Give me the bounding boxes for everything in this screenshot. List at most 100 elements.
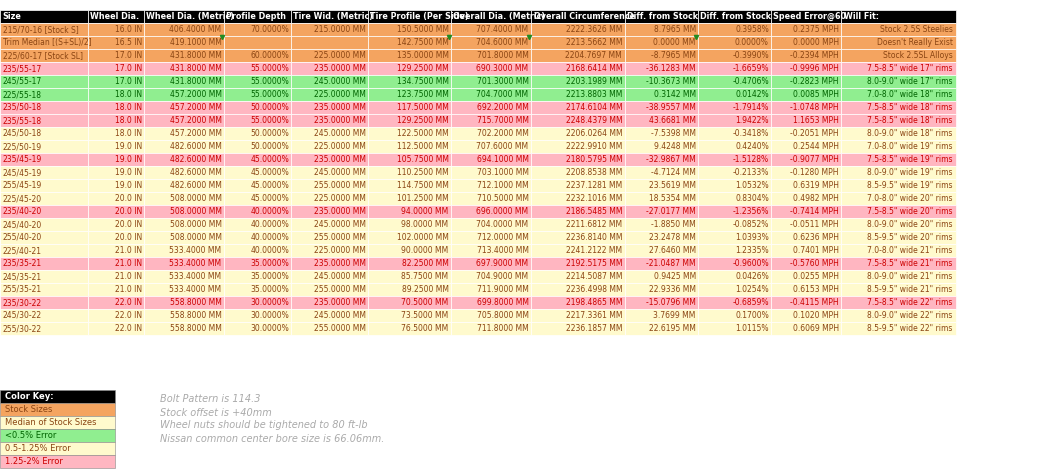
Bar — [450, 36, 531, 49]
Text: 2180.5795 MM: 2180.5795 MM — [565, 155, 622, 164]
Bar — [368, 88, 450, 101]
Text: 21.0 IN: 21.0 IN — [115, 259, 142, 268]
Bar — [531, 36, 625, 49]
Bar — [0, 127, 88, 140]
Text: 255.0000 MM: 255.0000 MM — [313, 233, 366, 242]
Bar — [531, 140, 625, 153]
Text: 0.4240%: 0.4240% — [735, 142, 769, 151]
Bar — [88, 179, 143, 192]
Bar — [0, 75, 88, 88]
Bar — [625, 244, 698, 257]
Text: 710.5000 MM: 710.5000 MM — [477, 194, 529, 203]
Text: 20.0 IN: 20.0 IN — [115, 207, 142, 216]
Bar — [368, 166, 450, 179]
Text: 30.0000%: 30.0000% — [250, 324, 289, 333]
Text: -0.3990%: -0.3990% — [732, 51, 769, 60]
Text: 225/55-18: 225/55-18 — [3, 90, 41, 99]
Text: 225/45-20: 225/45-20 — [3, 194, 42, 203]
Bar — [698, 49, 771, 62]
Text: 431.8000 MM: 431.8000 MM — [170, 77, 222, 86]
Bar — [368, 244, 450, 257]
Text: 533.4000 MM: 533.4000 MM — [170, 246, 222, 255]
Text: 18.5354 MM: 18.5354 MM — [649, 194, 696, 203]
Bar — [841, 75, 956, 88]
Bar — [368, 23, 450, 36]
Bar — [291, 218, 368, 231]
Bar — [0, 296, 88, 309]
Text: 18.0 IN: 18.0 IN — [115, 90, 142, 99]
Text: 135.0000 MM: 135.0000 MM — [397, 51, 448, 60]
Bar — [88, 309, 143, 322]
Text: 225/40-21: 225/40-21 — [3, 246, 41, 255]
Bar — [450, 62, 531, 75]
Text: 35.0000%: 35.0000% — [250, 259, 289, 268]
Bar — [625, 231, 698, 244]
Text: 2174.6104 MM: 2174.6104 MM — [565, 103, 622, 112]
Text: 0.4982 MPH: 0.4982 MPH — [793, 194, 839, 203]
Text: 8.5-9.5" wide 20" rims: 8.5-9.5" wide 20" rims — [867, 233, 953, 242]
Bar — [698, 166, 771, 179]
Text: -0.0511 MPH: -0.0511 MPH — [790, 220, 839, 229]
Bar — [143, 166, 224, 179]
Text: 255.0000 MM: 255.0000 MM — [313, 181, 366, 190]
Text: 255/45-19: 255/45-19 — [3, 181, 42, 190]
Text: Diff. from Stock: Diff. from Stock — [627, 12, 698, 21]
Text: -7.5398 MM: -7.5398 MM — [651, 129, 696, 138]
Bar — [224, 114, 291, 127]
Bar — [698, 23, 771, 36]
Text: 17.0 IN: 17.0 IN — [115, 77, 142, 86]
Bar — [771, 49, 841, 62]
Bar — [88, 244, 143, 257]
Bar — [291, 296, 368, 309]
Bar — [841, 114, 956, 127]
Text: 134.7500 MM: 134.7500 MM — [397, 77, 448, 86]
Text: 457.2000 MM: 457.2000 MM — [170, 129, 222, 138]
Text: Profile Depth: Profile Depth — [226, 12, 286, 21]
Bar — [531, 309, 625, 322]
Text: 0.0085 MPH: 0.0085 MPH — [793, 90, 839, 99]
Bar — [224, 296, 291, 309]
Text: 17.0 IN: 17.0 IN — [115, 64, 142, 73]
Text: -36.1283 MM: -36.1283 MM — [646, 64, 696, 73]
Text: 19.0 IN: 19.0 IN — [115, 181, 142, 190]
Bar — [450, 309, 531, 322]
Text: -0.3418%: -0.3418% — [732, 129, 769, 138]
Text: 558.8000 MM: 558.8000 MM — [170, 324, 222, 333]
Bar — [625, 309, 698, 322]
Bar — [450, 205, 531, 218]
Text: 23.2478 MM: 23.2478 MM — [649, 233, 696, 242]
Bar — [143, 127, 224, 140]
Text: 20.0 IN: 20.0 IN — [115, 233, 142, 242]
Text: -0.9600%: -0.9600% — [732, 259, 769, 268]
Bar — [0, 205, 88, 218]
Bar — [368, 153, 450, 166]
Text: 7.0-8.0" wide 21" rims: 7.0-8.0" wide 21" rims — [867, 246, 953, 255]
Bar — [450, 23, 531, 36]
Text: 82.2500 MM: 82.2500 MM — [402, 259, 448, 268]
Bar — [0, 416, 115, 429]
Bar — [291, 88, 368, 101]
Text: 19.0 IN: 19.0 IN — [115, 155, 142, 164]
Bar — [771, 296, 841, 309]
Bar — [143, 257, 224, 270]
Bar — [88, 270, 143, 283]
Bar — [531, 127, 625, 140]
Text: 8.0-9.0" wide 20" rims: 8.0-9.0" wide 20" rims — [867, 220, 953, 229]
Text: Wheel Dia.: Wheel Dia. — [90, 12, 139, 21]
Text: 76.5000 MM: 76.5000 MM — [401, 324, 448, 333]
Text: 19.0 IN: 19.0 IN — [115, 142, 142, 151]
Bar — [450, 270, 531, 283]
Bar — [625, 257, 698, 270]
Bar — [0, 218, 88, 231]
Bar — [698, 140, 771, 153]
Text: 50.0000%: 50.0000% — [250, 142, 289, 151]
Bar — [625, 192, 698, 205]
Text: 150.5000 MM: 150.5000 MM — [397, 25, 448, 34]
Bar — [291, 192, 368, 205]
Bar — [450, 192, 531, 205]
Text: 707.4000 MM: 707.4000 MM — [477, 25, 529, 34]
Text: -0.2394 MPH: -0.2394 MPH — [790, 51, 839, 60]
Text: 245/30-22: 245/30-22 — [3, 311, 42, 320]
Text: -1.6659%: -1.6659% — [732, 64, 769, 73]
Text: 406.4000 MM: 406.4000 MM — [170, 25, 222, 34]
